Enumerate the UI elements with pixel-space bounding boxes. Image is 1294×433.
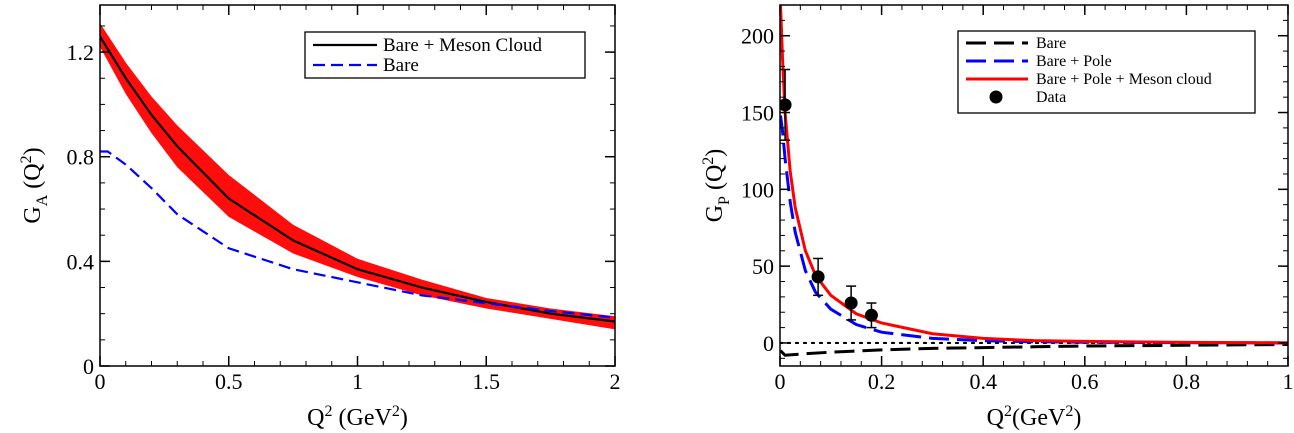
y-tick-label: 200 [741,24,774,49]
series-line-2 [780,115,1288,345]
series-line-1 [780,342,1288,357]
x-axis-label: Q2(GeV2) [987,403,1082,431]
x-tick-label: 0.2 [868,369,896,394]
y-tick-label: 0 [83,354,94,379]
legend-marker [989,90,1003,104]
x-tick-label: 1 [1283,369,1294,394]
x-tick-label: 0.5 [215,369,243,394]
y-tick-label: 0 [763,331,774,356]
y-tick-label: 0.8 [67,145,95,170]
legend-label: Bare [383,55,419,76]
series-line-3 [780,5,1288,345]
plot-area [100,23,615,330]
legend-label: Data [1036,89,1066,106]
data-point [780,98,792,112]
x-tick-label: 1 [352,369,363,394]
legend-box [304,31,586,79]
plot-area [780,5,1288,357]
chart-panel-1: 0 0.5 1 1.5 2 0 0.4 0.8 1.2 Q2 (GeV2) GA (Q2) Bare … [18,4,621,431]
y-axis-label: GA (Q2) [18,147,51,223]
x-tick-label: 0.8 [1173,369,1201,394]
y-tick-label: 0.4 [67,249,95,274]
y-tick-label: 150 [741,101,774,126]
chart-panel-2: 0 0.2 0.4 0.6 0.8 1 0 50 100 150 200 Q2(GeV2) GP (Q2… [700,4,1294,431]
x-axis-label: Q2 (GeV2) [307,403,408,431]
legend-label: Bare [1036,35,1066,52]
data-point [811,270,825,284]
data-point [864,308,878,322]
legend-label: Bare + Pole [1036,53,1112,70]
x-tick-label: 2 [610,369,621,394]
x-tick-label: 1.5 [473,369,501,394]
series-line-1 [100,35,615,323]
y-tick-label: 100 [741,177,774,202]
legend-box [957,30,1256,114]
x-tick-label: 0.4 [969,369,997,394]
y-tick-label: 1.2 [67,40,95,65]
legend-label: Bare + Meson Cloud [383,35,543,56]
x-tick-label: 0.6 [1071,369,1099,394]
plot-frame [779,4,1289,367]
legend-label: Bare + Pole + Meson cloud [1036,71,1212,88]
y-tick-label: 50 [752,254,774,279]
data-point [844,296,858,310]
x-tick-label: 0 [775,369,786,394]
y-axis-label: GP (Q2) [700,149,733,223]
x-tick-label: 0 [95,369,106,394]
series-line-2 [100,150,615,319]
